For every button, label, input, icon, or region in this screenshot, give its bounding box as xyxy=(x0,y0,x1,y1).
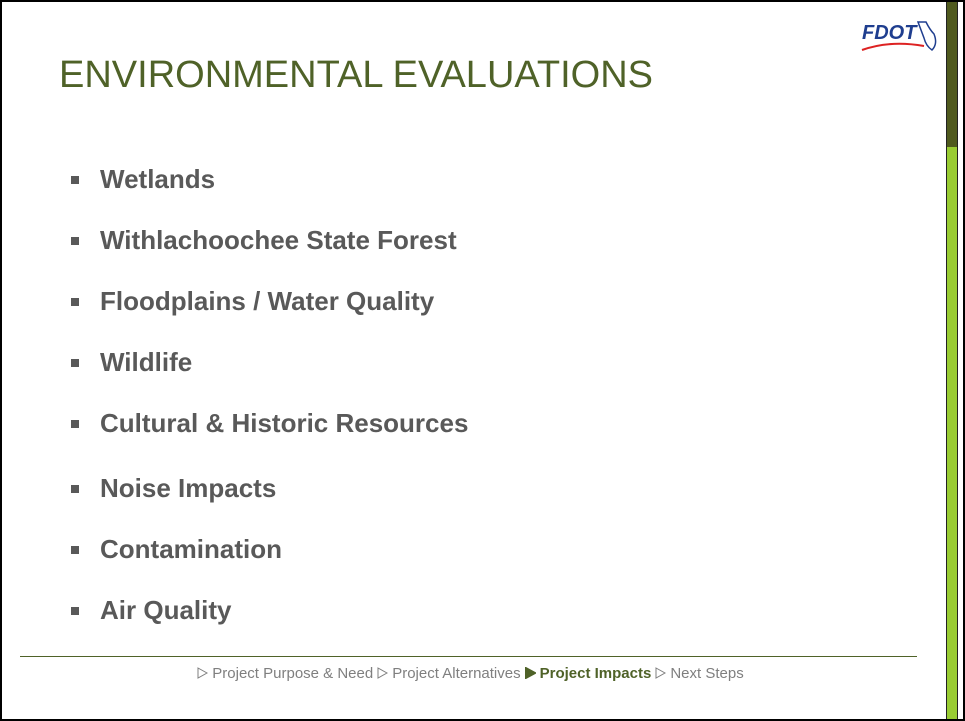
bullet-item: Air Quality xyxy=(100,595,232,625)
logo-graphic xyxy=(861,21,937,51)
bullet-item: Cultural & Historic Resources xyxy=(100,408,469,438)
bullet-marker xyxy=(71,546,79,554)
bullet-marker xyxy=(71,359,79,367)
footer-rule xyxy=(20,656,917,657)
logo-text: FDOT xyxy=(862,22,917,44)
logo: FDOT xyxy=(860,16,940,56)
nav-arrow-shape xyxy=(377,667,389,679)
bullet-item: Noise Impacts xyxy=(100,473,277,503)
bullet-item: Floodplains / Water Quality xyxy=(100,286,435,316)
bullet-item: Contamination xyxy=(100,534,282,564)
bullet-item: Wildlife xyxy=(100,347,193,377)
bullet-marker xyxy=(71,237,79,245)
bullet-marker xyxy=(71,485,79,493)
side-bar-top xyxy=(947,2,957,147)
bullet-marker xyxy=(71,420,79,428)
bullet-item: Wetlands xyxy=(100,164,216,194)
slide-title: ENVIRONMENTAL EVALUATIONS xyxy=(59,54,654,96)
nav-item: Next Steps xyxy=(670,665,744,682)
side-bar xyxy=(946,2,958,719)
nav-arrow xyxy=(377,667,389,679)
footer-nav: Project Purpose & Need Project Alternativ… xyxy=(20,665,917,682)
nav-item: Project Alternatives xyxy=(392,665,521,682)
nav-item: Project Purpose & Need xyxy=(212,665,374,682)
nav-arrow xyxy=(524,666,537,680)
nav-arrow-shape xyxy=(524,666,537,680)
nav-arrow xyxy=(655,667,667,679)
bullet-marker xyxy=(71,607,79,615)
bullet-marker xyxy=(71,176,79,184)
nav-item: Project Impacts xyxy=(539,665,652,682)
nav-arrow xyxy=(197,667,209,679)
bullet-item: Withlachoochee State Forest xyxy=(100,225,457,255)
nav-arrow-shape xyxy=(655,667,667,679)
bullet-marker xyxy=(71,298,79,306)
nav-arrow-shape xyxy=(197,667,209,679)
